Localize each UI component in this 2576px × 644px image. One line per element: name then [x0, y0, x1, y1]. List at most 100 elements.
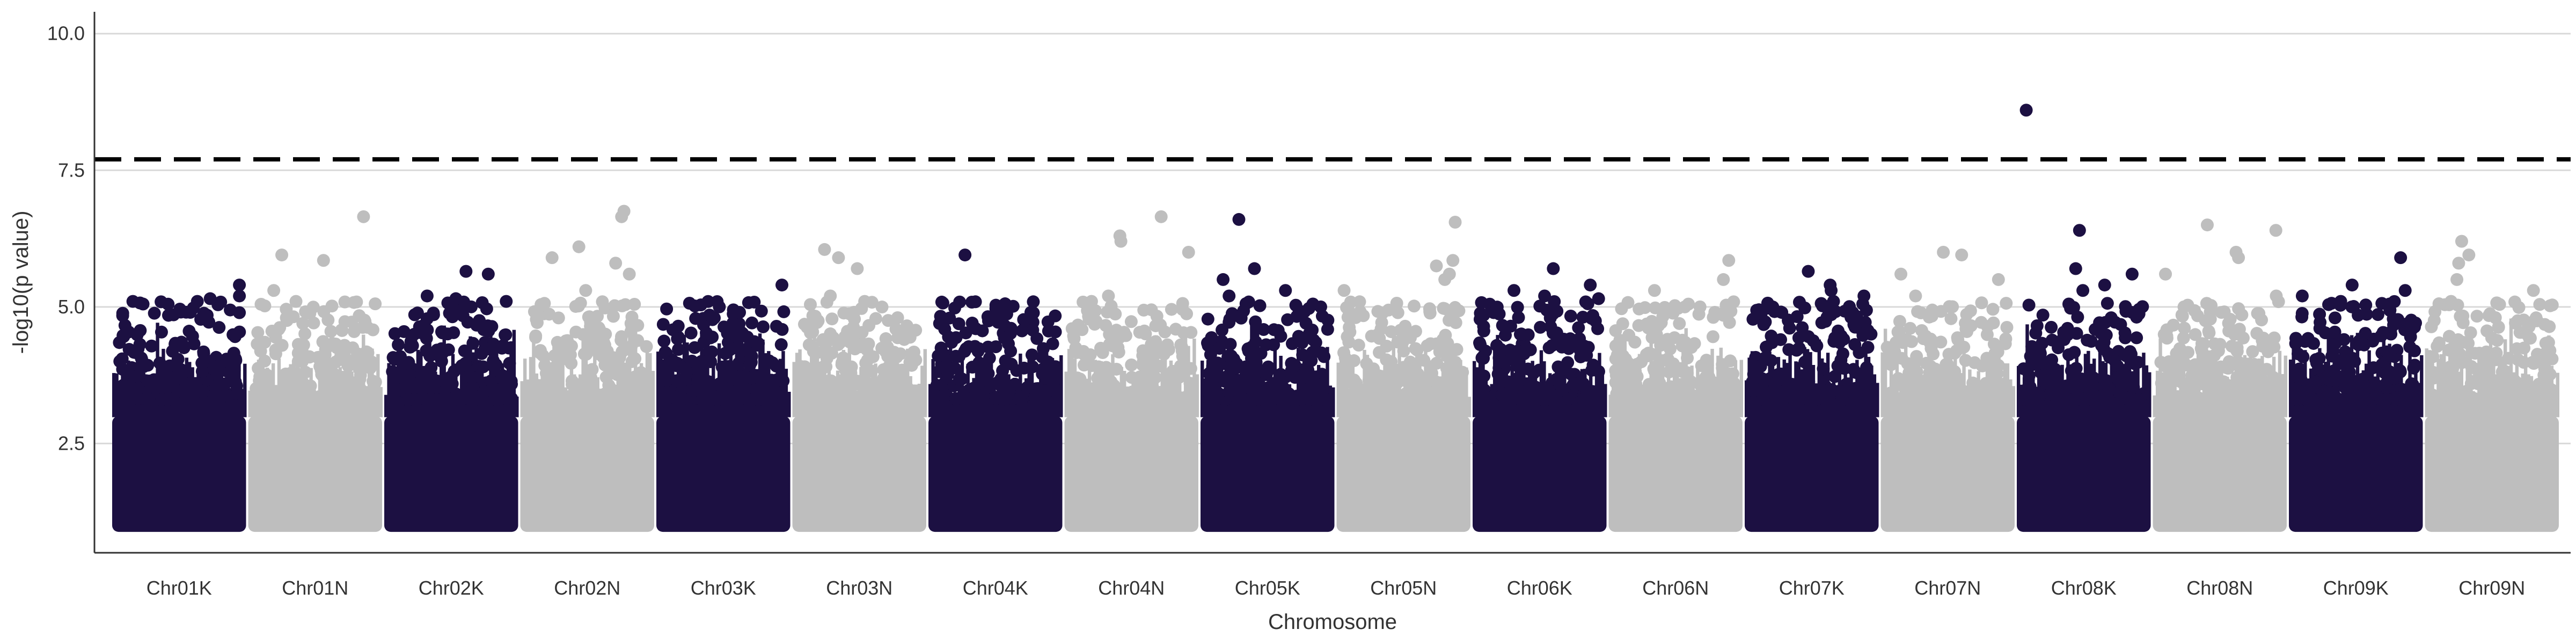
snp-point — [1184, 362, 1197, 375]
snp-point — [911, 384, 925, 398]
snp-point — [777, 390, 791, 403]
snp-point — [1586, 309, 1600, 323]
snp-point-peak — [1248, 262, 1261, 275]
dense-point-column — [778, 358, 782, 418]
snp-point — [2226, 357, 2240, 371]
snp-point — [537, 383, 550, 397]
snp-point — [991, 316, 1005, 329]
snp-point-peak — [2159, 267, 2172, 281]
snp-point — [2464, 360, 2478, 373]
snp-point — [1581, 297, 1594, 311]
snp-point — [587, 385, 601, 399]
snp-point — [1860, 304, 1873, 317]
snp-point — [1096, 393, 1109, 406]
snp-point — [615, 330, 628, 343]
dense-point-band — [2153, 416, 2287, 532]
dense-point-column — [1867, 356, 1871, 418]
dense-point-band — [1608, 416, 1743, 532]
snp-point — [688, 341, 701, 354]
dense-point-column — [1302, 349, 1306, 418]
snp-point — [2295, 310, 2309, 324]
snp-point — [1021, 381, 1034, 394]
snp-point — [458, 357, 472, 370]
snp-point — [2388, 371, 2401, 385]
snp-point — [2230, 371, 2244, 384]
snp-point — [2175, 308, 2189, 321]
snp-point — [1550, 326, 1563, 340]
snp-point — [2456, 309, 2470, 323]
snp-point — [949, 392, 962, 405]
dense-point-column — [792, 362, 796, 418]
snp-point — [1580, 348, 1593, 362]
snp-point — [1564, 309, 1577, 323]
snp-point — [2534, 355, 2548, 368]
snp-point — [1948, 369, 1962, 383]
snp-point — [1922, 310, 1936, 324]
snp-point — [2033, 389, 2046, 402]
snp-point-peak — [2232, 251, 2245, 265]
snp-point — [2069, 362, 2083, 375]
dense-point-column — [274, 394, 278, 418]
snp-point — [1015, 324, 1029, 338]
snp-point — [670, 374, 683, 387]
snp-point-peak — [623, 267, 636, 281]
dense-point-column — [954, 395, 958, 418]
snp-point — [1910, 350, 1923, 363]
snp-point — [1371, 328, 1384, 342]
snp-point — [711, 390, 724, 404]
snp-point — [1436, 333, 1450, 347]
snp-point — [731, 387, 744, 401]
snp-point — [1511, 345, 1525, 358]
snp-point — [2380, 393, 2393, 406]
dense-point-column — [1745, 380, 1748, 418]
snp-point — [461, 316, 474, 329]
dense-point-column — [1704, 394, 1708, 418]
snp-point — [2067, 373, 2081, 386]
dense-point-column — [674, 394, 677, 418]
snp-point — [223, 366, 236, 379]
snp-point — [2296, 350, 2310, 363]
dense-point-column — [2338, 396, 2342, 418]
snp-point — [736, 326, 749, 340]
snp-point — [1944, 312, 1958, 325]
snp-point — [825, 312, 839, 326]
snp-point-peak — [1085, 295, 1098, 308]
snp-point — [591, 310, 604, 323]
snp-point-peak — [1693, 300, 1707, 313]
dense-point-column — [396, 396, 400, 418]
snp-point — [1650, 360, 1664, 373]
snp-point — [1700, 354, 1713, 367]
snp-point — [1438, 302, 1451, 316]
snp-point-peak — [1857, 289, 1871, 303]
snp-point — [1424, 337, 1437, 350]
dense-point-column — [1592, 391, 1596, 418]
dense-point-column — [2017, 365, 2021, 418]
snp-point — [2019, 384, 2032, 397]
dense-point-column — [1604, 384, 1607, 418]
snp-point — [1512, 311, 1525, 324]
x-tick-label: Chr04N — [1098, 577, 1165, 599]
snp-point — [2499, 365, 2512, 378]
snp-point — [810, 346, 824, 359]
snp-point — [1924, 332, 1937, 346]
snp-point — [2381, 382, 2394, 395]
snp-point — [2375, 297, 2389, 310]
snp-point — [2539, 336, 2552, 350]
snp-point — [1746, 312, 1760, 326]
dense-point-column — [1293, 394, 1297, 418]
snp-point — [195, 365, 209, 378]
snp-point — [2351, 386, 2365, 400]
snp-point — [2062, 297, 2075, 311]
snp-point — [1006, 299, 1020, 313]
snp-point — [2124, 347, 2138, 361]
snp-point — [1664, 380, 1678, 393]
snp-point — [2207, 362, 2221, 376]
snp-point — [2490, 346, 2503, 360]
x-tick-label: Chr08K — [2051, 577, 2117, 599]
dense-point-column — [928, 384, 932, 418]
dense-point-column — [1331, 387, 1335, 418]
snp-point — [2404, 330, 2417, 343]
dense-point-band — [520, 416, 654, 532]
snp-point — [624, 372, 637, 386]
snp-point-peak — [2125, 267, 2139, 281]
